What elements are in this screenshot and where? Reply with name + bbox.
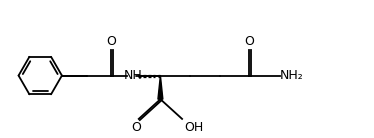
Text: O: O xyxy=(131,121,141,134)
Text: O: O xyxy=(244,35,254,48)
Text: O: O xyxy=(106,35,116,48)
Text: NH: NH xyxy=(124,69,143,82)
Text: NH₂: NH₂ xyxy=(280,69,304,82)
Text: OH: OH xyxy=(184,121,203,134)
Polygon shape xyxy=(158,76,163,99)
